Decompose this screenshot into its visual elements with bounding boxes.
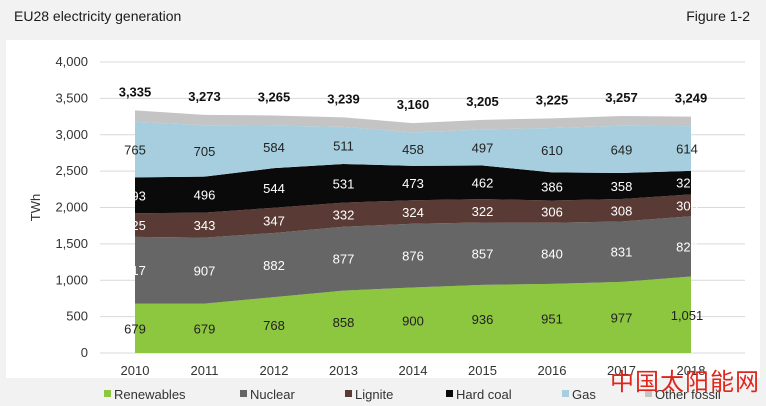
- y-tick-label: 0: [81, 345, 88, 360]
- data-label-lignite: 332: [333, 208, 355, 223]
- x-tick-label: 2013: [329, 363, 358, 378]
- data-label-renewables: 977: [611, 310, 633, 325]
- x-tick-label: 2012: [260, 363, 289, 378]
- data-label-nuclear: 831: [611, 245, 633, 260]
- legend-label-renewables: Renewables: [114, 387, 186, 402]
- data-label-renewables: 1,051: [671, 308, 704, 323]
- figure-label: Figure 1-2: [686, 8, 750, 24]
- y-tick-label: 500: [66, 309, 88, 324]
- data-label-nuclear: 877: [333, 252, 355, 267]
- data-label-gas: 458: [402, 142, 424, 157]
- data-label-renewables: 900: [402, 313, 424, 328]
- total-label: 3,265: [258, 89, 291, 104]
- total-label: 3,225: [536, 92, 569, 107]
- data-label-lignite: 322: [472, 204, 494, 219]
- x-tick-label: 2017: [607, 363, 636, 378]
- data-label-renewables: 936: [472, 312, 494, 327]
- y-tick-label: 3,000: [55, 127, 88, 142]
- data-label-nuclear: 907: [194, 264, 216, 279]
- x-tick-label: 2018: [677, 363, 706, 378]
- data-label-renewables: 858: [333, 315, 355, 330]
- data-label-renewables: 768: [263, 318, 285, 333]
- area-other-fossil: [135, 110, 691, 133]
- legend-label-hard-coal: Hard coal: [456, 387, 512, 402]
- x-tick-label: 2010: [121, 363, 150, 378]
- data-label-nuclear: 857: [472, 247, 494, 262]
- y-axis-label: TWh: [28, 194, 43, 221]
- total-label: 3,239: [327, 91, 360, 106]
- data-label-gas: 584: [263, 140, 285, 155]
- data-label-hard-coal: 496: [194, 188, 216, 203]
- data-label-lignite: 347: [263, 213, 285, 228]
- data-label-lignite: 308: [611, 203, 633, 218]
- data-label-lignite: 325: [124, 218, 146, 233]
- legend-swatch-lignite: [345, 390, 352, 397]
- data-label-lignite: 343: [194, 218, 216, 233]
- data-label-hard-coal: 493: [124, 188, 146, 203]
- legend-label-lignite: Lignite: [355, 387, 393, 402]
- y-tick-label: 1,000: [55, 272, 88, 287]
- legend-swatch-gas: [562, 390, 569, 397]
- data-label-renewables: 679: [124, 321, 146, 336]
- y-tick-label: 2,500: [55, 163, 88, 178]
- total-label: 3,205: [466, 94, 499, 109]
- data-label-gas: 511: [333, 138, 354, 153]
- x-tick-label: 2011: [191, 363, 219, 378]
- data-label-renewables: 951: [541, 311, 563, 326]
- figure-header: EU28 electricity generation Figure 1-2: [0, 0, 766, 34]
- data-label-nuclear: 882: [263, 258, 285, 273]
- data-label-hard-coal: 324: [676, 176, 698, 191]
- legend-swatch-other-fossil: [645, 390, 652, 397]
- data-label-gas: 649: [611, 142, 633, 157]
- area-nuclear: [135, 216, 691, 304]
- data-label-hard-coal: 386: [541, 179, 563, 194]
- data-label-hard-coal: 544: [263, 181, 285, 196]
- x-tick-label: 2016: [538, 363, 567, 378]
- data-label-nuclear: 840: [541, 246, 563, 261]
- area-renewables: [135, 276, 691, 353]
- data-label-nuclear: 876: [402, 249, 424, 264]
- total-label: 3,335: [119, 84, 152, 99]
- total-label: 3,160: [397, 97, 430, 112]
- data-label-lignite: 300: [676, 198, 698, 213]
- area-lignite: [135, 194, 691, 238]
- data-label-gas: 497: [472, 140, 494, 155]
- total-label: 3,273: [188, 89, 221, 104]
- y-tick-label: 1,500: [55, 236, 88, 251]
- data-label-gas: 610: [541, 143, 563, 158]
- y-tick-label: 3,500: [55, 90, 88, 105]
- watermark-text: 中国太阳能网: [610, 368, 760, 396]
- x-tick-label: 2014: [399, 363, 428, 378]
- data-label-gas: 765: [124, 143, 146, 158]
- data-label-hard-coal: 358: [611, 179, 633, 194]
- data-label-gas: 705: [194, 144, 216, 159]
- data-label-renewables: 679: [194, 321, 216, 336]
- data-label-nuclear: 917: [124, 263, 146, 278]
- x-tick-label: 2015: [468, 363, 497, 378]
- data-label-lignite: 306: [541, 205, 563, 220]
- legend-label-nuclear: Nuclear: [250, 387, 295, 402]
- area-hard-coal: [135, 163, 691, 214]
- data-label-hard-coal: 462: [472, 175, 494, 190]
- legend-label-gas: Gas: [572, 387, 596, 402]
- chart-title: EU28 electricity generation: [14, 8, 182, 24]
- legend-swatch-hard-coal: [446, 390, 453, 397]
- data-label-lignite: 324: [402, 205, 424, 220]
- data-label-gas: 614: [676, 141, 698, 156]
- y-tick-label: 4,000: [55, 54, 88, 69]
- legend-swatch-renewables: [104, 390, 111, 397]
- data-label-hard-coal: 473: [402, 176, 424, 191]
- area-gas: [135, 121, 691, 178]
- y-tick-label: 2,000: [55, 200, 88, 215]
- data-label-nuclear: 829: [676, 239, 698, 254]
- legend-label-other-fossil: Other fossil: [655, 387, 721, 402]
- total-label: 3,257: [605, 90, 638, 105]
- total-label: 3,249: [675, 91, 708, 106]
- data-label-hard-coal: 531: [333, 176, 355, 191]
- legend-swatch-nuclear: [240, 390, 247, 397]
